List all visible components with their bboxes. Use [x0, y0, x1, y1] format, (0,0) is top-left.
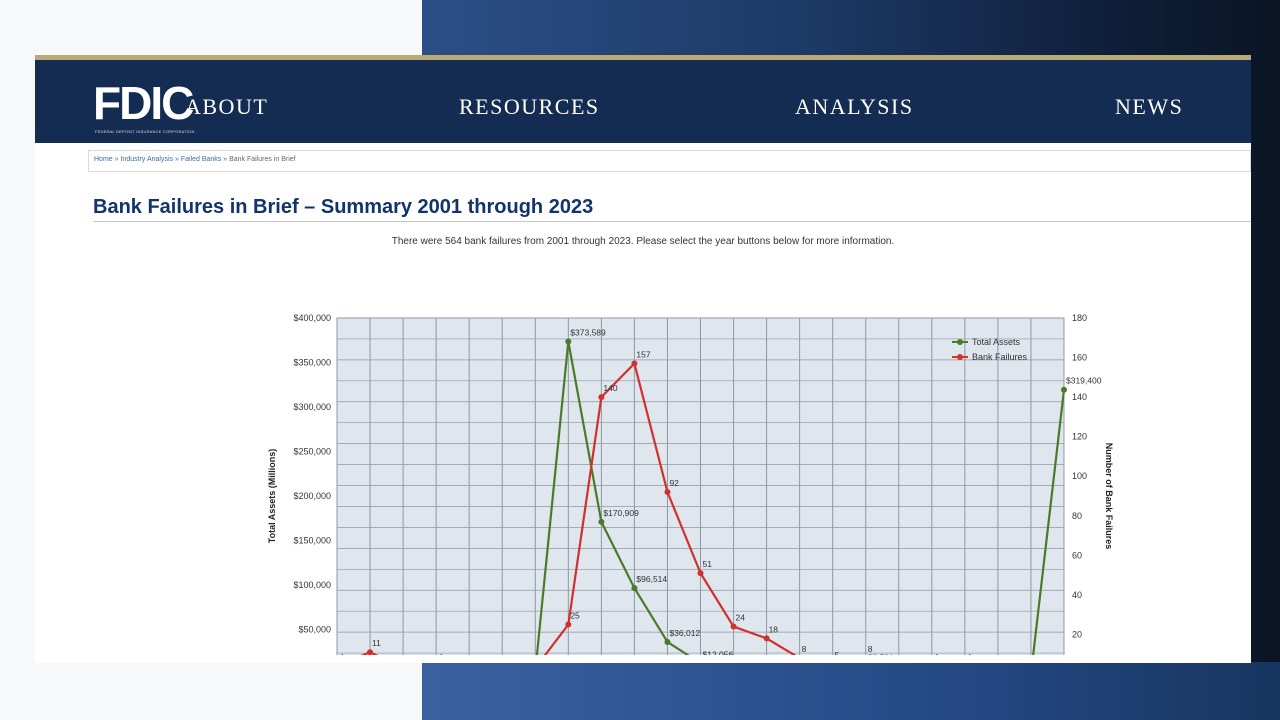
breadcrumb-current: Bank Failures in Brief	[229, 156, 296, 163]
y-left-tick-label: $50,000	[298, 625, 331, 635]
data-label-bank-failures: 92	[669, 478, 679, 488]
y-right-tick-label: 120	[1072, 432, 1087, 442]
nav-news[interactable]: NEWS	[1115, 94, 1184, 119]
title-divider	[93, 221, 1251, 222]
data-point-total-assets	[1061, 386, 1067, 393]
data-label-bank-failures: 4	[934, 652, 939, 655]
legend-marker	[957, 339, 963, 345]
top-navbar: FDIC FEDERAL DEPOSIT INSURANCE CORPORATI…	[35, 55, 1251, 143]
y-left-tick-label: $200,000	[293, 491, 331, 501]
breadcrumb-industry-analysis[interactable]: Industry Analysis	[120, 156, 174, 163]
y-left-tick-label: $100,000	[293, 580, 331, 590]
y-right-tick-label: 20	[1072, 629, 1082, 639]
y-right-tick-label: 180	[1072, 313, 1087, 323]
y-right-tick-label: 60	[1072, 550, 1082, 560]
data-point-total-assets	[664, 638, 671, 645]
data-point-total-assets	[631, 585, 638, 592]
background-right-bottom	[422, 662, 1280, 720]
data-point-bank-failures	[664, 489, 671, 496]
data-label-bank-failures: 4	[967, 652, 972, 655]
data-label-bank-failures: 157	[636, 349, 650, 359]
data-label-total-assets: $36,012	[669, 628, 700, 638]
y-left-tick-label: $150,000	[293, 536, 331, 546]
data-point-bank-failures	[730, 623, 737, 630]
legend-label: Total Assets	[972, 337, 1021, 347]
data-label-bank-failures: 24	[736, 613, 746, 623]
data-point-total-assets	[598, 518, 605, 525]
nav-about[interactable]: ABOUT	[185, 94, 269, 119]
data-label-bank-failures: 140	[603, 383, 617, 393]
y-left-tick-label: $400,000	[293, 313, 331, 323]
data-label-bank-failures: 3	[537, 654, 542, 655]
data-label-total-assets: $8,531	[868, 652, 894, 655]
y-right-tick-label: 40	[1072, 590, 1082, 600]
data-label-total-assets: $12,056	[703, 649, 734, 655]
data-point-total-assets	[565, 338, 572, 345]
data-label-total-assets: $6,728	[802, 654, 828, 655]
y-right-tick-label: 100	[1072, 471, 1087, 481]
data-label-total-assets: $319,400	[1066, 376, 1102, 386]
data-label-total-assets: $170,909	[603, 508, 639, 518]
breadcrumb: Home » Industry Analysis » Failed Banks …	[88, 150, 1251, 172]
fdic-logo-subtitle: FEDERAL DEPOSIT INSURANCE CORPORATION	[95, 129, 195, 134]
y-left-axis-title: Total Assets (Millions)	[267, 449, 277, 544]
y-left-tick-label: $350,000	[293, 358, 331, 368]
legend-label: Bank Failures	[972, 352, 1028, 362]
data-point-bank-failures	[763, 635, 770, 642]
data-point-bank-failures	[631, 360, 638, 367]
y-right-tick-label: 80	[1072, 511, 1082, 521]
data-point-bank-failures	[565, 621, 572, 628]
data-label-bank-failures: 25	[570, 611, 580, 621]
data-label-total-assets: $96,514	[636, 574, 667, 584]
data-point-bank-failures	[598, 394, 605, 401]
web-page: FDIC FEDERAL DEPOSIT INSURANCE CORPORATI…	[35, 55, 1251, 663]
data-label-bank-failures: 4	[438, 652, 443, 655]
data-label-bank-failures: 18	[769, 624, 779, 634]
page-title: Bank Failures in Brief – Summary 2001 th…	[93, 196, 594, 218]
y-left-tick-label: $250,000	[293, 447, 331, 457]
y-left-tick-label: $300,000	[293, 402, 331, 412]
data-label-bank-failures: 4	[339, 652, 344, 655]
data-point-bank-failures	[697, 570, 704, 577]
data-label-bank-failures: 8	[802, 644, 807, 654]
y-right-tick-label: 160	[1072, 353, 1087, 363]
data-label-bank-failures: 3	[405, 654, 410, 655]
chart-description: There were 564 bank failures from 2001 t…	[391, 236, 895, 247]
bank-failures-chart: $0$50,000$100,000$150,000$200,000$250,00…	[267, 313, 1114, 655]
data-label-bank-failures: 8	[868, 644, 873, 654]
data-label-bank-failures: 51	[703, 559, 713, 569]
breadcrumb-home[interactable]: Home	[94, 156, 113, 163]
nav-analysis[interactable]: ANALYSIS	[795, 94, 914, 119]
y-right-axis-title: Number of Bank Failures	[1104, 443, 1114, 550]
breadcrumb-failed-banks[interactable]: Failed Banks	[180, 156, 222, 163]
data-point-bank-failures	[367, 649, 374, 655]
nav-resources[interactable]: RESOURCES	[459, 94, 600, 119]
legend-marker	[957, 354, 963, 360]
y-right-tick-label: 140	[1072, 392, 1087, 402]
data-label-total-assets: $373,589	[570, 328, 606, 338]
fdic-logo[interactable]: FDIC	[93, 77, 194, 129]
data-label-bank-failures: 5	[835, 650, 840, 655]
data-label-bank-failures: 11	[372, 638, 381, 648]
